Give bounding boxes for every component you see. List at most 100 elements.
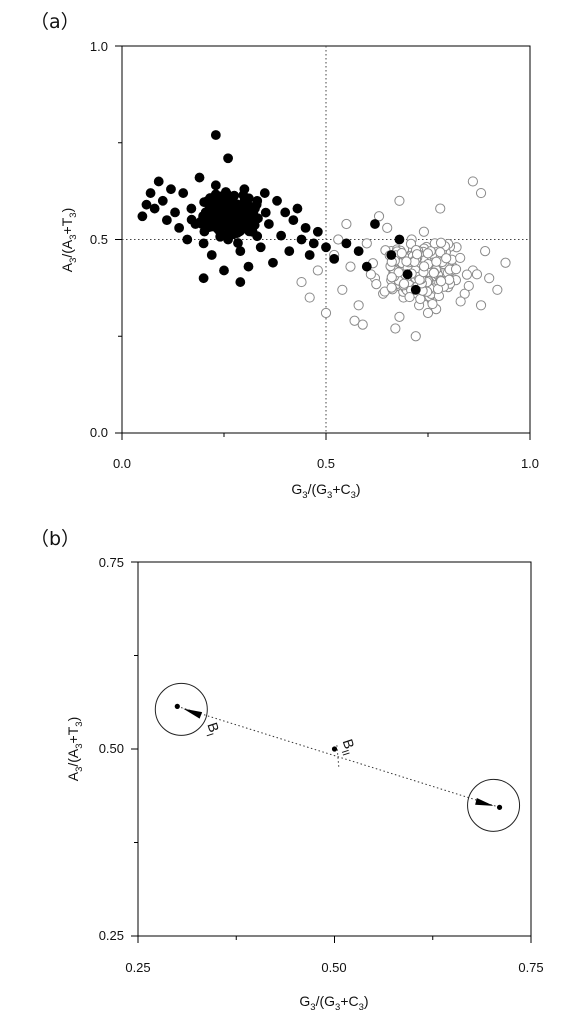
panel-a-filled-point (231, 215, 242, 226)
panel-a-open-point (404, 291, 415, 303)
panel-a-filled-point (182, 234, 193, 245)
panel-a-filled-point (231, 225, 242, 236)
panel-a-open-point (357, 319, 368, 330)
panel-a-filled-point (223, 234, 233, 245)
panel-a-filled-point (223, 153, 233, 164)
panel-a-filled-point (141, 199, 152, 210)
panel-a-open-point (450, 264, 462, 275)
panel-a-open-points (296, 176, 511, 342)
panel-b-y-axis-label: A3/(A3+T3) (65, 717, 85, 782)
panel-a-xtick-0: 0.0 (113, 456, 131, 471)
panel-a-filled-point (341, 238, 352, 249)
panel-b-ytick-2: 0.75 (99, 555, 124, 570)
panel-a-filled-point (280, 207, 291, 218)
panel-a-filled-point (178, 188, 189, 198)
panel-a-open-point (296, 276, 307, 288)
panel-a-open-point (475, 300, 487, 311)
panel-a-filled-point (260, 207, 271, 218)
panel-a-open-point (396, 248, 407, 259)
panel-a-filled-point (205, 220, 216, 231)
panel-a-open-point (410, 331, 421, 342)
panel-a-filled-point (321, 242, 331, 253)
panel-a-filled-point (233, 238, 243, 248)
panel-a-open-point (471, 269, 483, 280)
panel-a-open-point (353, 300, 364, 311)
panel-a-open-point (427, 298, 438, 310)
panel-a-filled-point (386, 250, 397, 260)
panel-a-open-point (361, 238, 372, 249)
panel-a-open-point (401, 256, 412, 267)
panel-a-open-point (312, 265, 323, 276)
panel-b-xtick-2: 0.75 (518, 960, 543, 975)
panel-a-filled-point (292, 203, 303, 214)
panel-a-open-point (475, 187, 487, 199)
panel-a-open-point (435, 276, 447, 287)
panel-a-open-point (394, 195, 405, 206)
panel-a-open-point (418, 226, 430, 237)
panel-a-filled-points (137, 130, 421, 295)
panel-a-open-point (373, 211, 385, 222)
panel-a-open-point (422, 307, 434, 319)
panel-a-open-point (480, 246, 491, 257)
panel-a-ytick-1: 0.5 (90, 232, 108, 247)
panel-a-filled-point (215, 226, 225, 237)
panel-b-axis-ticks (131, 561, 532, 943)
panel-b-highlight-circle (467, 778, 521, 832)
panel-a-filled-point (304, 250, 315, 260)
panel-a-filled-point (137, 211, 148, 222)
panel-b-highlight-circle (154, 682, 208, 736)
panel-a-filled-point (284, 246, 295, 257)
panel-a-open-point (435, 237, 447, 248)
panel-a-open-point (428, 267, 439, 278)
panel-b-x-axis-label: G3/(G3+C3) (299, 993, 368, 1013)
panel-a-filled-point (243, 211, 254, 222)
panel-a-open-point (455, 296, 466, 307)
panel-a-open-point (415, 293, 426, 305)
panel-a-filled-point (235, 277, 246, 287)
panel-a-open-point (463, 280, 474, 292)
panel-a-filled-point (370, 219, 380, 229)
panel-a-open-point (320, 307, 332, 319)
panel-a-filled-point (288, 215, 299, 226)
panel-a-open-point (459, 288, 470, 299)
panel-a-filled-point (198, 238, 209, 249)
panel-a-filled-point (353, 246, 364, 257)
panel-a-filled-point (210, 130, 221, 140)
panel-a-filled-point (157, 195, 168, 206)
panel-a-open-point (333, 234, 344, 245)
panel-a-open-point (492, 284, 503, 295)
panel-a-filled-point (243, 261, 254, 272)
panel-a-filled-point (300, 222, 311, 233)
panel-a-open-point (461, 269, 473, 280)
panel-b-arrow (183, 708, 203, 719)
panel-a-label: （a） (30, 11, 80, 33)
panel-a-filled-point (174, 222, 185, 233)
panel-b-xtick-1: 0.50 (321, 960, 346, 975)
panel-a-filled-point (194, 172, 205, 183)
panel-b-point (174, 703, 180, 709)
panel-a-open-point (422, 248, 433, 259)
panel-a-filled-point (329, 253, 340, 264)
panel-b-points: BI BII (154, 682, 521, 832)
panel-a-filled-point (219, 265, 229, 276)
panel-a-open-point (398, 278, 410, 289)
panel-a-open-point (337, 284, 348, 295)
panel-b-label: （b） (30, 528, 80, 550)
panel-a-filled-point (272, 195, 282, 206)
panel-a-axis-ticks (115, 45, 531, 440)
panel-a-open-point (435, 203, 446, 214)
panel-a-open-point (484, 273, 495, 284)
panel-a-filled-point (247, 226, 258, 237)
panel-b-point (331, 746, 338, 752)
panel-a-filled-point (255, 242, 266, 253)
panel-a-filled-point (208, 204, 218, 215)
panel-a-open-point (394, 311, 405, 322)
panel-a-xtick-1: 0.5 (317, 456, 335, 471)
panel-a-filled-point (186, 203, 197, 214)
panel-a-filled-point (210, 189, 221, 200)
panel-a-filled-point (410, 284, 421, 295)
panel-b-xtick-0: 0.25 (125, 960, 150, 975)
panel-a-ytick-2: 1.0 (90, 39, 108, 54)
panel-a-open-point (365, 269, 376, 280)
